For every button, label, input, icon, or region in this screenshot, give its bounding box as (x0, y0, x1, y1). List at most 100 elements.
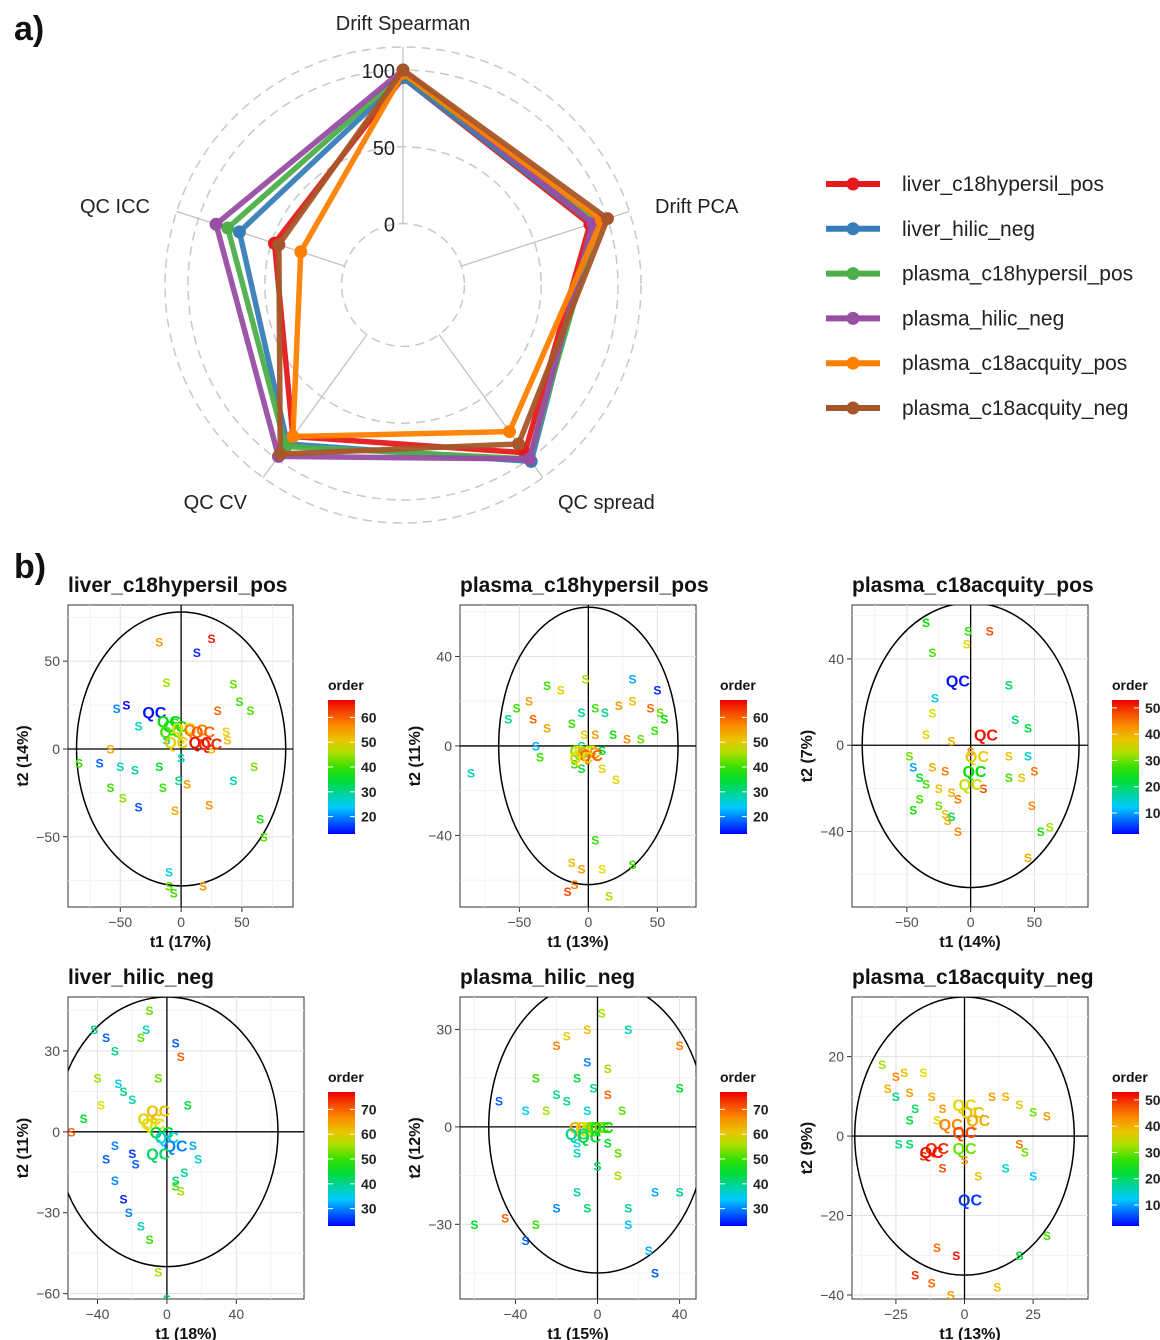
plot-inner: SSSSSSSSSSSSSSSSSSSSSSSSSSSSSSSSSSSSSQCQ… (59, 997, 304, 1299)
sample-point: S (260, 830, 268, 844)
sample-point: S (529, 713, 537, 727)
sample-point: S (125, 1206, 133, 1220)
sample-point: S (986, 624, 994, 638)
sample-point: S (911, 1102, 919, 1116)
sample-point: S (93, 1071, 101, 1085)
x-tick-label: 0 (177, 914, 185, 930)
sample-point: S (137, 1031, 145, 1045)
sample-point: S (651, 1185, 659, 1199)
qc-point: QC (198, 737, 222, 754)
sample-point: S (939, 1102, 947, 1116)
x-tick-label: 0 (967, 914, 975, 930)
qc-point: QC (920, 1145, 944, 1162)
sample-point: S (624, 1023, 632, 1037)
confidence-ellipse (75, 611, 287, 887)
x-axis-label: t1 (14%) (939, 934, 1000, 951)
sample-point: S (905, 750, 913, 764)
sample-point: S (235, 695, 243, 709)
sample-point: S (223, 734, 231, 748)
color-bar-tick-label: 70 (753, 1101, 769, 1117)
sample-point: S (1024, 750, 1032, 764)
sample-point: S (543, 679, 551, 693)
qc-point: QC (159, 724, 183, 741)
legend-key-point (846, 177, 860, 191)
plot-title: liver_c18hypersil_pos (68, 574, 287, 597)
sample-point: S (177, 734, 185, 748)
sample-point: S (1005, 750, 1013, 764)
sample-point: S (653, 684, 661, 698)
x-tick-label: 50 (650, 914, 666, 930)
sample-point: S (954, 825, 962, 839)
qc-point: QC (146, 1103, 170, 1120)
sample-point: S (660, 713, 668, 727)
sample-point: S (1046, 821, 1054, 835)
x-tick-label: 0 (594, 1306, 602, 1322)
qc-point: QC (569, 1120, 593, 1137)
plot-title: plasma_hilic_neg (460, 966, 635, 989)
qc-point: QC (958, 1193, 982, 1210)
color-bar-tick-label: 20 (1145, 1171, 1160, 1187)
qc-point: QC (585, 1120, 609, 1137)
sample-point: S (552, 1202, 560, 1216)
radar-point (273, 447, 287, 461)
x-tick-label: 0 (584, 914, 592, 930)
color-bar-title: order (1112, 677, 1148, 693)
sample-point: S (102, 1152, 110, 1166)
color-bar: order 20 30 40 50 60 (720, 677, 769, 834)
qc-point: QC (146, 1146, 170, 1163)
sample-point: S (676, 1039, 684, 1053)
sample-point: S (1043, 1110, 1051, 1124)
qc-point: QC (953, 1097, 977, 1114)
radar-tick-label: 50 (373, 138, 395, 160)
sample-point: S (557, 684, 565, 698)
sample-point: S (525, 695, 533, 709)
x-tick-label: 0 (961, 1306, 969, 1322)
sample-point: S (116, 760, 124, 774)
color-bar-tick-label: 50 (1145, 1092, 1160, 1108)
scatter-panel-plasma_c18acquity_neg: SSSSSSSSSSSSSSSSSSSSSSSSSSSSSSSSSSSSSQCQ… (799, 966, 1160, 1340)
y-axis-label: t2 (7%) (799, 730, 816, 782)
sample-point: S (964, 624, 972, 638)
sample-point: S (183, 778, 191, 792)
radar-axis-label: Drift Spearman (336, 13, 471, 35)
color-bar-tick-label: 40 (361, 1176, 377, 1192)
x-axis-label: t1 (17%) (150, 934, 211, 951)
qc-point: QC (577, 1130, 601, 1147)
sample-point: S (563, 1094, 571, 1108)
sample-point: S (59, 1098, 67, 1112)
sample-point: S (214, 704, 222, 718)
sample-point: S (967, 745, 975, 759)
y-axis-label: t2 (12%) (407, 1117, 424, 1178)
y-tick-label: −30 (428, 1216, 452, 1232)
qc-point: QC (164, 735, 188, 752)
sample-point: S (928, 1090, 936, 1104)
sample-point: S (598, 1007, 606, 1021)
sample-point: S (935, 782, 943, 796)
scatter-panel-liver_hilic_neg: SSSSSSSSSSSSSSSSSSSSSSSSSSSSSSSSSSSSSQCQ… (15, 966, 377, 1340)
sample-point: S (900, 1066, 908, 1080)
sample-point: S (612, 773, 620, 787)
qc-point: QC (974, 727, 998, 744)
sample-point: S (172, 1036, 180, 1050)
color-bar-tick-label: 10 (1145, 1197, 1160, 1213)
sample-point: S (1005, 678, 1013, 692)
sample-point: S (193, 646, 201, 660)
y-tick-label: 0 (836, 1128, 844, 1144)
y-tick-label: 0 (444, 738, 452, 754)
sample-point: S (75, 757, 83, 771)
radar-series-plasma_c18acquity_neg (276, 67, 611, 457)
color-bar-tick-label: 50 (753, 734, 769, 750)
sample-point: S (941, 765, 949, 779)
legend-label: plasma_c18acquity_pos (902, 352, 1127, 375)
panel-label-b: b) (14, 548, 47, 586)
qc-point: QC (155, 1130, 179, 1147)
sample-point: S (522, 1104, 530, 1118)
sample-point: S (571, 757, 579, 771)
sample-point: S (939, 1161, 947, 1175)
sample-point: S (128, 1093, 136, 1107)
sample-point: S (532, 739, 540, 753)
sample-point: S (629, 858, 637, 872)
sample-point: S (504, 713, 512, 727)
